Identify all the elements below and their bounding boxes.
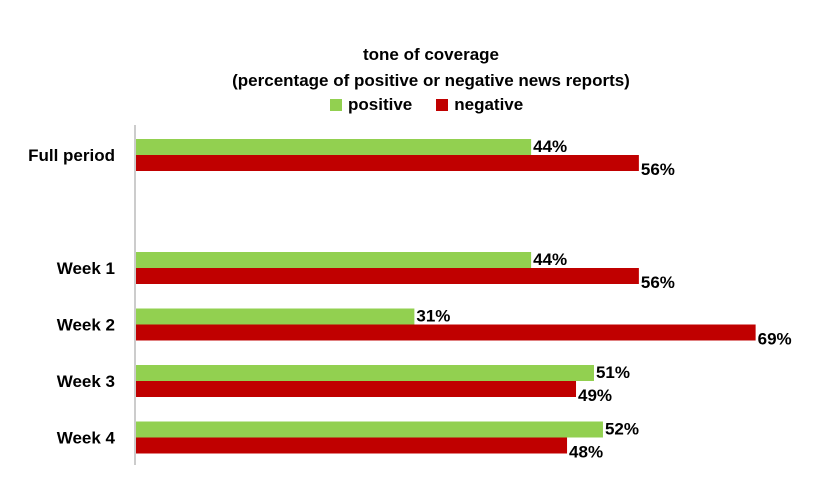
legend-swatch-negative	[436, 99, 449, 111]
data-label-negative: 48%	[569, 443, 603, 462]
category-label: Week 3	[57, 372, 115, 391]
chart-subtitle: (percentage of positive or negative news…	[232, 71, 630, 90]
bar-positive	[136, 308, 415, 325]
data-label-positive: 52%	[605, 420, 639, 439]
data-label-negative: 49%	[578, 386, 612, 405]
data-label-positive: 51%	[596, 363, 630, 382]
bar-negative	[136, 437, 568, 454]
bar-negative	[136, 268, 639, 284]
bar-positive	[136, 252, 532, 268]
chart-title: tone of coverage	[362, 45, 500, 64]
legend: positive negative	[330, 96, 547, 114]
bar-negative	[136, 381, 577, 397]
data-label-negative: 56%	[641, 273, 675, 292]
legend-swatch-positive	[330, 99, 342, 111]
category-label: Week 1	[57, 259, 115, 278]
data-label-negative: 69%	[758, 330, 792, 349]
data-label-positive: 31%	[416, 307, 450, 326]
category-label: Week 4	[57, 429, 116, 448]
category-label: Full period	[28, 146, 115, 165]
legend-label-negative: negative	[454, 95, 524, 114]
data-label-positive: 44%	[533, 250, 567, 269]
bar-negative	[136, 324, 756, 341]
legend-item-positive: positive	[330, 96, 412, 114]
legend-item-negative: negative	[436, 96, 523, 114]
category-label: Week 2	[57, 316, 115, 335]
data-label-positive: 44%	[533, 137, 567, 156]
legend-label-positive: positive	[348, 95, 413, 114]
bar-negative	[136, 155, 639, 171]
bar-positive	[136, 365, 594, 381]
bar-positive	[136, 139, 532, 155]
data-label-negative: 56%	[641, 160, 675, 179]
bar-positive	[136, 421, 603, 438]
